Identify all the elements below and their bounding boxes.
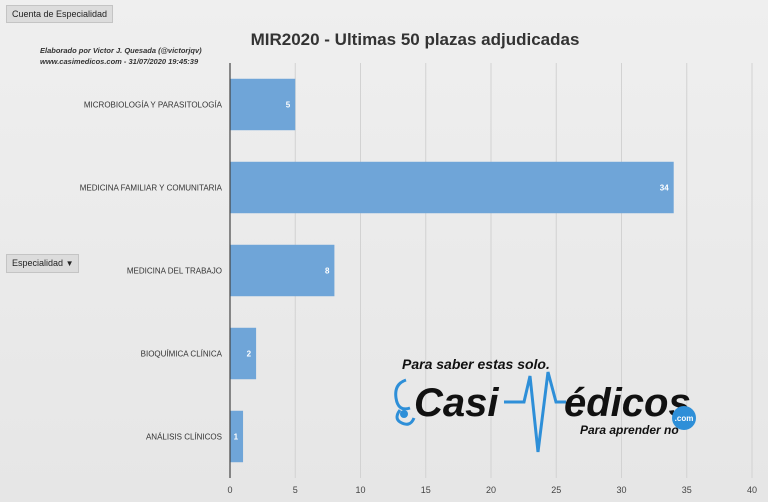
category-label: BIOQUÍMICA CLÍNICA [141,350,223,359]
logo-tagline-top: Para saber estas solo. [402,356,550,372]
stethoscope-chest-icon [400,410,408,418]
data-label: 34 [660,184,669,193]
casimedicos-logo: Para saber estas solo. Casi édicos .com … [394,356,696,453]
x-tick-label: 0 [227,485,232,495]
bar[interactable] [230,78,296,131]
logo-com-badge [672,406,696,430]
category-label: MEDICINA FAMILIAR Y COMUNITARIA [80,184,223,193]
x-tick-label: 40 [747,485,757,495]
category-labels: MICROBIOLOGÍA Y PARASITOLOGÍA MEDICINA FA… [80,101,223,442]
value-field-button[interactable]: Cuenta de Especialidad [6,5,114,23]
category-label: MEDICINA DEL TRABAJO [127,267,222,276]
x-tick-label: 30 [616,485,626,495]
logo-com-text: .com [675,414,694,423]
credit-site: www.casimedicos.com - 31/07/2020 19:45:3… [40,57,199,66]
ecg-line-icon [504,371,566,453]
bar[interactable] [230,327,257,380]
x-tick-label: 15 [421,485,431,495]
data-label: 8 [325,267,330,276]
logo-brand-right: édicos [564,381,691,425]
value-field-label: Cuenta de Especialidad [12,9,108,19]
logo-tagline-bottom: Para aprender no [580,423,679,437]
category-label: ANÁLISIS CLÍNICOS [146,433,222,442]
credit-author: Elaborado por Victor J. Quesada (@victor… [40,46,202,55]
data-label: 5 [286,101,291,110]
x-tick-label: 10 [355,485,365,495]
logo-brand-left: Casi [414,381,499,425]
x-tick-label: 5 [293,485,298,495]
x-tick-label: 35 [682,485,692,495]
chart-title: MIR2020 - Ultimas 50 plazas adjudicadas [250,30,580,49]
x-tick-label: 25 [551,485,561,495]
x-tick-label: 20 [486,485,496,495]
bar[interactable] [230,244,335,297]
filter-dropdown-icon[interactable]: ▼ [65,259,74,268]
x-tick-labels: 0 5 10 15 20 25 30 35 40 [227,485,757,495]
bar[interactable] [230,161,674,214]
data-label: 2 [247,350,252,359]
bars: 5 34 8 2 1 [230,78,674,463]
stethoscope-icon [394,378,416,426]
category-label: MICROBIOLOGÍA Y PARASITOLOGÍA [84,101,223,110]
bar[interactable] [230,410,244,463]
data-label: 1 [234,433,239,442]
row-field-button[interactable]: Especialidad ▼ [6,254,80,273]
row-field-label: Especialidad [12,258,64,268]
